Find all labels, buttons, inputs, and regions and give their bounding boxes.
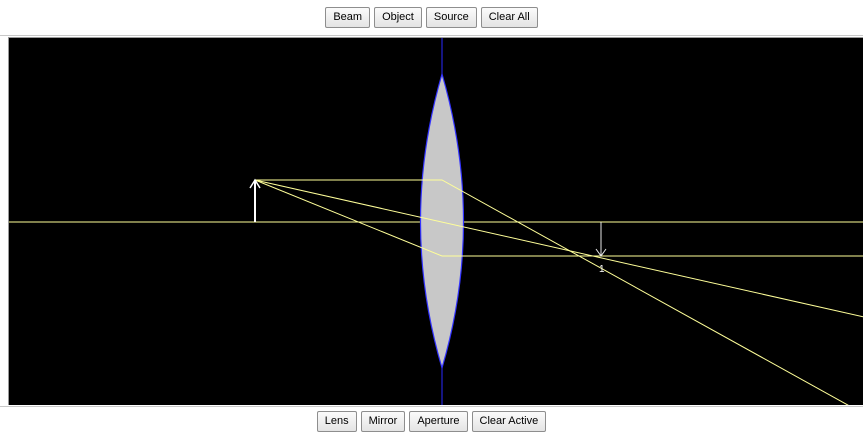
- ray-focal: [254, 179, 863, 257]
- mirror-button[interactable]: Mirror: [360, 411, 406, 432]
- image-label: 1: [599, 264, 605, 275]
- converging-lens[interactable]: [419, 71, 465, 371]
- optics-scene[interactable]: 1: [9, 38, 863, 405]
- bottom-divider: [0, 406, 863, 407]
- optics-canvas[interactable]: 1: [8, 37, 863, 405]
- source-button[interactable]: Source: [425, 7, 477, 28]
- top-divider: [0, 35, 863, 36]
- ray-central: [254, 179, 863, 318]
- bottom-toolbar: Lens Mirror Aperture Clear Active: [0, 407, 863, 436]
- lens-button[interactable]: Lens: [316, 411, 357, 432]
- ray-parallel: [255, 179, 849, 405]
- object-button[interactable]: Object: [374, 7, 422, 28]
- aperture-button[interactable]: Aperture: [409, 411, 468, 432]
- beam-button[interactable]: Beam: [325, 7, 371, 28]
- clear-all-button[interactable]: Clear All: [480, 7, 538, 28]
- image-arrow: [595, 222, 607, 257]
- object-arrow[interactable]: [249, 178, 261, 222]
- clear-active-button[interactable]: Clear Active: [471, 411, 547, 432]
- top-toolbar: Beam Object Source Clear All: [0, 0, 863, 35]
